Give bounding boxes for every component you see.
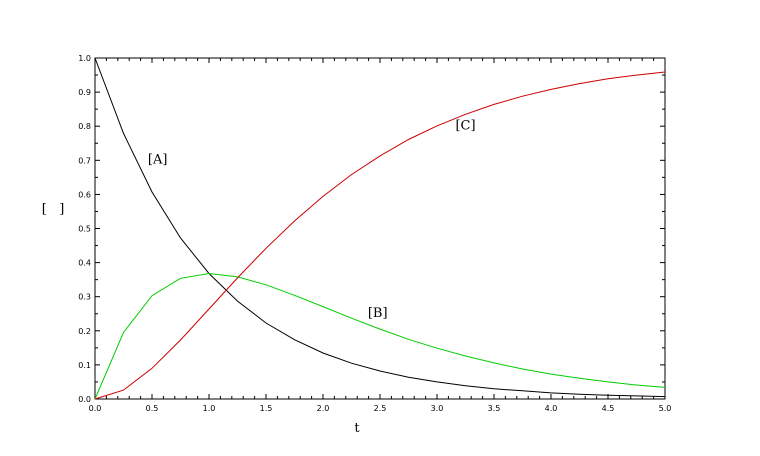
series-lines bbox=[94, 57, 666, 400]
y-tick-label: 1.0 bbox=[78, 54, 91, 63]
y-tick-label: 0.5 bbox=[78, 225, 91, 234]
x-tick-label: 0.0 bbox=[89, 404, 102, 413]
y-tick-label: 0.8 bbox=[78, 122, 91, 131]
x-tick-label: 4.0 bbox=[545, 404, 558, 413]
x-tick-label: 2.5 bbox=[374, 404, 387, 413]
series-label-1: [B] bbox=[368, 306, 388, 321]
y-tick-label: 0.6 bbox=[78, 190, 91, 199]
y-tick-label: 0.9 bbox=[78, 88, 91, 97]
series-line-2 bbox=[94, 71, 666, 400]
x-tick-label: 1.5 bbox=[260, 404, 273, 413]
x-axis-label: t bbox=[354, 421, 360, 436]
x-tick-label: 3.5 bbox=[488, 404, 501, 413]
y-tick-label: 0.7 bbox=[78, 156, 91, 165]
y-tick-label: 0.1 bbox=[78, 361, 91, 370]
x-tick-label: 0.5 bbox=[146, 404, 159, 413]
y-tick-label: 0.0 bbox=[78, 395, 91, 404]
x-tick-label: 1.0 bbox=[203, 404, 216, 413]
plot-frame bbox=[94, 57, 666, 400]
y-axis-label: [ ] bbox=[42, 202, 65, 217]
x-tick-label: 4.5 bbox=[602, 404, 615, 413]
series-line-0 bbox=[94, 57, 666, 398]
series-labels: [A] [B] [C] bbox=[148, 119, 476, 322]
series-line-1 bbox=[94, 272, 666, 400]
y-tick-label: 0.3 bbox=[78, 293, 91, 302]
x-tick-label: 5.0 bbox=[659, 404, 672, 413]
series-label-0: [A] bbox=[148, 153, 168, 168]
series-label-2: [C] bbox=[455, 119, 475, 134]
y-tick-label: 0.2 bbox=[78, 327, 91, 336]
y-tick-label: 0.4 bbox=[78, 259, 91, 268]
ticks: 0.0 0.5 1.0 1.5 2.0 2.5 3.0 3.5 4.0 4.5 5.0 0.0 0.1 0… bbox=[78, 54, 671, 413]
x-tick-label: 2.0 bbox=[317, 404, 330, 413]
x-tick-label: 3.0 bbox=[431, 404, 444, 413]
